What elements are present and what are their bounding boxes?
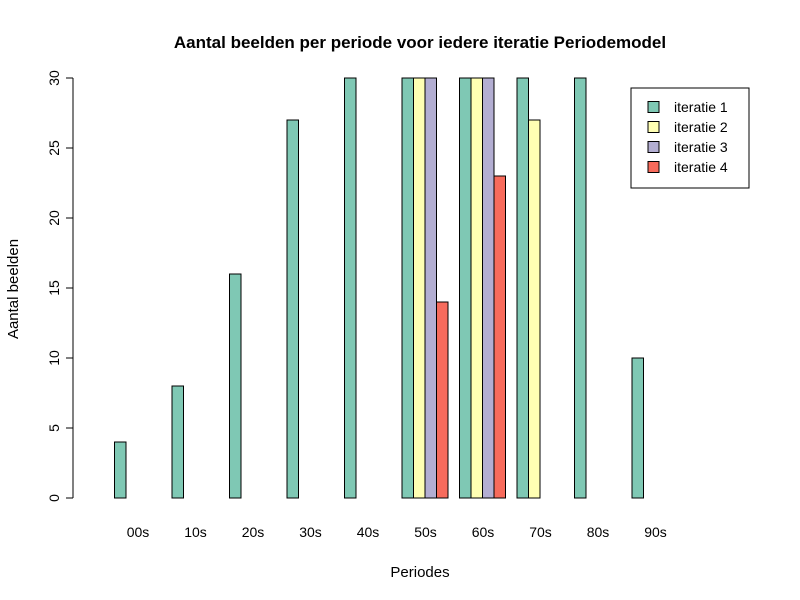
y-axis: 0 5 10 15 20 25 30	[46, 70, 74, 502]
x-tick-label: 90s	[644, 524, 667, 540]
y-tick-label: 0	[46, 494, 62, 502]
bar	[574, 77, 587, 499]
y-tick-label: 20	[46, 210, 62, 226]
x-tick-label: 80s	[587, 524, 610, 540]
bar	[344, 77, 357, 499]
bar	[631, 357, 644, 499]
x-axis-label: Periodes	[390, 564, 449, 581]
x-tick-label: 50s	[414, 524, 437, 540]
y-axis-label: Aantal beelden	[5, 239, 22, 339]
bar	[436, 301, 449, 499]
bar	[286, 119, 299, 499]
y-tick-label: 30	[46, 70, 62, 86]
bar	[114, 441, 127, 499]
bar	[229, 273, 242, 499]
bar	[516, 77, 529, 499]
legend-label: iteratie 3	[674, 139, 728, 155]
x-tick-label: 10s	[184, 524, 207, 540]
legend-label: iteratie 2	[674, 119, 728, 135]
legend-label: iteratie 4	[674, 159, 728, 175]
legend: iteratie 1 iteratie 2 iteratie 3 iteratie 4	[630, 87, 750, 189]
legend-swatch	[647, 101, 660, 113]
x-tick-label: 20s	[242, 524, 265, 540]
chart-title: Aantal beelden per periode voor iedere i…	[174, 33, 666, 52]
x-tick-labels: 00s 10s 20s 30s 40s 50s 60s 70s 80s 90s	[127, 524, 667, 540]
legend-label: iteratie 1	[674, 99, 728, 115]
x-tick-label: 60s	[472, 524, 495, 540]
bar	[401, 77, 414, 499]
bar	[528, 119, 541, 499]
bars	[114, 77, 644, 499]
y-tick-label: 15	[46, 280, 62, 296]
bar	[171, 385, 184, 499]
legend-swatch	[647, 141, 660, 153]
x-tick-label: 70s	[529, 524, 552, 540]
bar	[493, 175, 506, 499]
y-tick-label: 25	[46, 140, 62, 156]
bar	[470, 77, 483, 499]
bar	[459, 77, 472, 499]
bar	[413, 77, 426, 499]
legend-swatch	[647, 121, 660, 133]
y-tick-label: 10	[46, 350, 62, 366]
legend-swatch	[647, 161, 660, 173]
bar	[424, 77, 437, 499]
bar	[482, 77, 495, 499]
x-tick-label: 00s	[127, 524, 150, 540]
x-tick-label: 30s	[299, 524, 322, 540]
x-tick-label: 40s	[357, 524, 380, 540]
y-tick-label: 5	[46, 424, 62, 432]
